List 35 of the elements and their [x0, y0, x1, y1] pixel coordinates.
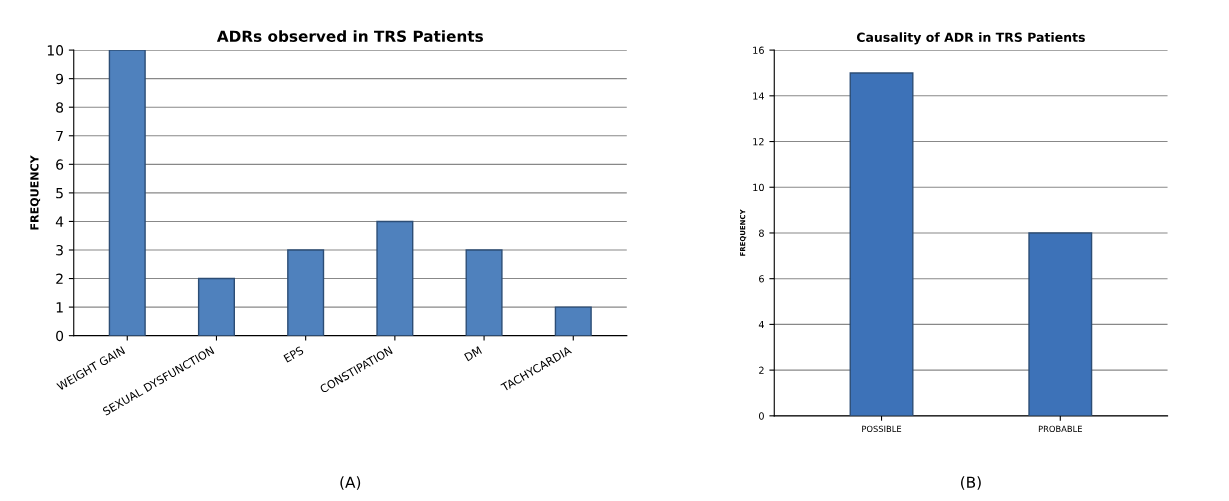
- y-tick-label: 4: [55, 216, 64, 227]
- y-tick-label: 6: [56, 159, 64, 170]
- y-tick-label: 5: [56, 188, 63, 199]
- y-tick-label: 10: [753, 183, 764, 192]
- x-tick-label: POSSIBLE: [862, 425, 902, 432]
- y-tick-label: 1: [56, 302, 63, 313]
- text: (A): [340, 476, 361, 490]
- y-tick-label: 8: [56, 102, 64, 113]
- y-tick-label: 6: [759, 275, 764, 283]
- y-tick-label: 10: [47, 45, 64, 56]
- bar: [554, 306, 592, 336]
- bar: [465, 249, 503, 336]
- y-tick-label: 16: [753, 46, 764, 54]
- bar: [287, 249, 325, 336]
- y-tick-label: 14: [753, 92, 764, 100]
- chart-title: ADRs observed in TRS Patients: [216, 30, 483, 42]
- y-tick-label: 9: [56, 73, 64, 85]
- text: (B): [961, 476, 981, 490]
- y-tick-label: 7: [56, 130, 63, 142]
- x-tick-label: EPS: [283, 345, 305, 363]
- y-axis-title: FREQUENCY: [30, 155, 41, 230]
- bar: [376, 220, 414, 336]
- x-tick-label: PROBABLE: [1038, 425, 1082, 432]
- y-tick-label: 3: [56, 244, 63, 256]
- y-tick-label: 0: [56, 330, 64, 342]
- chart-title: Causality of ADR in TRS Patients: [856, 32, 1085, 45]
- y-tick-label: 0: [759, 412, 764, 420]
- x-tick-label: DM: [464, 346, 482, 362]
- y-tick-label: 8: [759, 229, 764, 237]
- y-tick-label: 4: [758, 321, 764, 329]
- bar: [108, 50, 146, 336]
- y-tick-label: 2: [56, 273, 63, 284]
- bar: [197, 277, 235, 336]
- y-tick-label: 12: [753, 138, 764, 146]
- y-tick-label: 2: [759, 366, 764, 374]
